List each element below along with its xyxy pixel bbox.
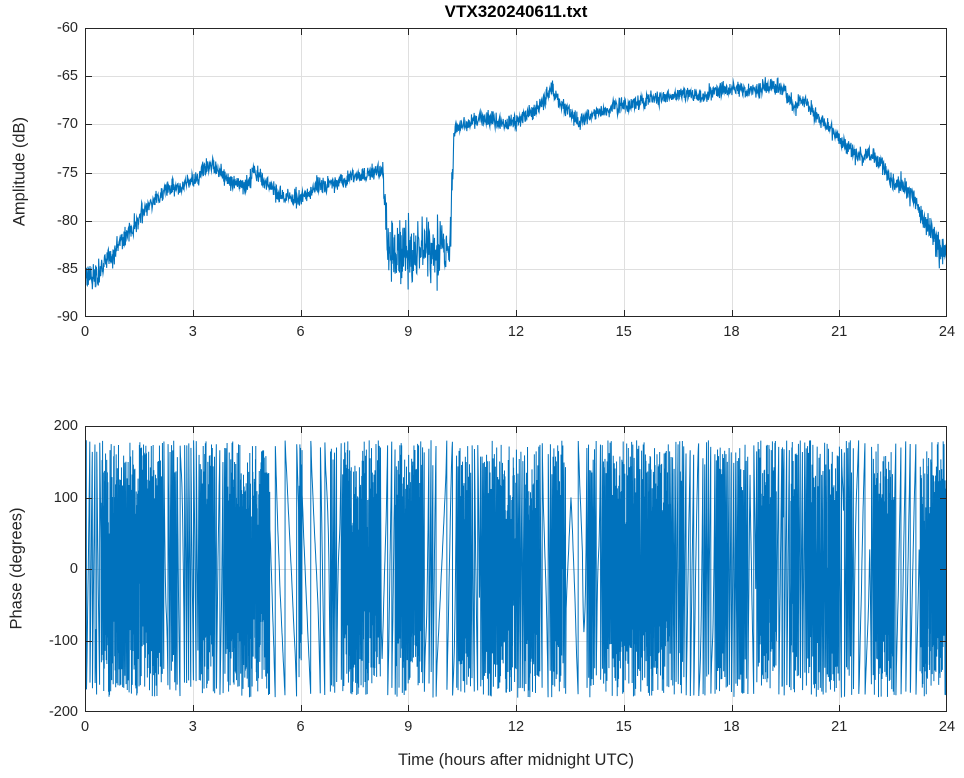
x-tick-label: 15 bbox=[615, 719, 632, 735]
y-tick-label: -90 bbox=[57, 309, 78, 325]
x-tick-label: 3 bbox=[188, 324, 197, 340]
x-tick-label: 12 bbox=[507, 324, 525, 340]
x-tick-label: 12 bbox=[507, 719, 525, 735]
y-tick-label: -60 bbox=[57, 20, 78, 36]
x-tick-label: 6 bbox=[296, 719, 305, 735]
x-tick-label: 15 bbox=[615, 324, 632, 340]
y-tick-label: 200 bbox=[53, 418, 78, 434]
x-tick-label: 18 bbox=[723, 719, 740, 735]
time-x-axis-label: Time (hours after midnight UTC) bbox=[398, 751, 634, 769]
x-tick-label: 9 bbox=[404, 719, 413, 735]
y-tick-label: -65 bbox=[57, 68, 78, 85]
y-tick-label: 100 bbox=[53, 489, 78, 506]
x-tick-label: 18 bbox=[723, 324, 740, 340]
y-tick-label: -75 bbox=[57, 164, 78, 181]
y-tick-label: -200 bbox=[48, 704, 78, 720]
x-tick-label: 0 bbox=[80, 719, 90, 735]
x-tick-label: 6 bbox=[296, 324, 305, 340]
x-tick-label: 21 bbox=[831, 719, 848, 735]
y-tick-label: -70 bbox=[57, 116, 78, 133]
x-tick-label: 0 bbox=[80, 324, 90, 340]
chart-title: VTX320240611.txt bbox=[444, 2, 588, 21]
x-tick-label: 21 bbox=[831, 324, 848, 340]
x-tick-label: 3 bbox=[188, 719, 197, 735]
y-tick-label: -80 bbox=[57, 212, 78, 229]
y-tick-label: -100 bbox=[48, 632, 78, 649]
y-tick-label: 0 bbox=[69, 561, 78, 577]
y-tick-label: -85 bbox=[57, 260, 78, 277]
amplitude-plot-canvas bbox=[85, 28, 947, 317]
x-tick-label: 24 bbox=[938, 324, 956, 340]
x-tick-label: 24 bbox=[938, 719, 956, 735]
x-tick-label: 9 bbox=[404, 324, 413, 340]
phase-plot-canvas bbox=[85, 426, 947, 712]
